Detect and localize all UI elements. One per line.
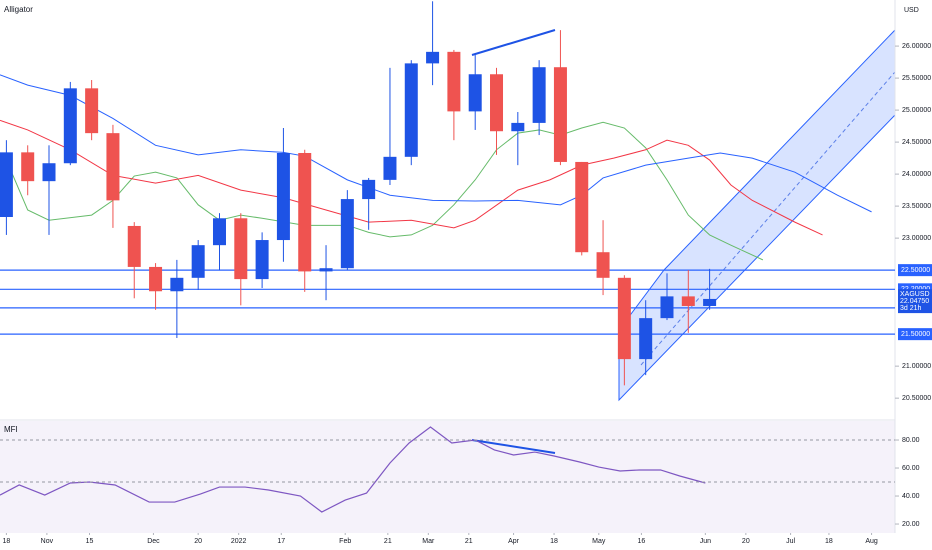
x-tick-label: Aug [865,538,878,545]
candle-body [106,133,120,201]
x-tick-label: 18 [550,538,558,545]
x-tick-label: Apr [508,538,520,545]
level-label: 21.50000 [901,331,930,338]
candle-body [63,88,77,164]
x-tick-label: 17 [277,538,285,545]
candle-body [596,252,610,278]
y-tick-label: 80.00 [902,437,920,444]
candle-body [21,152,35,182]
y-tick-label: 60.00 [902,465,920,472]
level-label: 22.50000 [901,267,930,274]
candle-body [447,51,461,112]
alligator-line [0,119,823,236]
currency-label: USD [904,7,919,14]
x-tick-label: 16 [638,538,646,545]
x-tick-label: Jun [700,538,711,545]
x-tick-label: 20 [194,538,202,545]
mfi-background [0,421,895,533]
y-tick-label: 25.00000 [902,107,931,114]
x-tick-label: Feb [339,538,351,545]
mfi-line [0,426,706,513]
trend-line [471,439,556,454]
candle-body [127,225,141,267]
candle-body [553,67,567,162]
candle-body [681,296,695,306]
y-tick-label: 21.00000 [902,363,931,370]
candle-body [660,296,674,319]
countdown-label: 3d 21h [900,305,922,312]
candle-body [340,199,354,269]
candle-body [85,88,99,134]
candle-body [212,218,226,246]
y-tick-label: 24.00000 [902,171,931,178]
mfi-title: MFI [4,425,18,434]
x-tick-label: 20 [742,538,750,545]
trend-line [471,29,556,56]
candle-body [383,156,397,180]
candle-body [234,218,248,280]
candle-body [319,268,333,272]
y-tick-label: 23.50000 [902,203,931,210]
candle-body [149,266,163,292]
x-tick-label: 21 [384,538,392,545]
candle-body [468,74,482,112]
y-tick-label: 20.50000 [902,395,931,402]
last-price-box [898,289,932,314]
last-price-label: 22.04750 [900,298,929,305]
candle-body [532,67,546,123]
x-tick-label: Dec [147,538,160,545]
x-tick-label: Nov [41,538,54,545]
candle-body [0,152,13,218]
candle-body [170,277,184,292]
candle-body [255,240,269,280]
candle-body [191,245,205,278]
y-tick-label: 20.00 [902,521,920,528]
x-tick-label: 2022 [231,538,247,545]
level-label-box [898,264,932,277]
candle-body [362,179,376,200]
x-tick-label: Mar [422,538,435,545]
x-tick-label: 15 [86,538,94,545]
candle-body [639,318,653,360]
level-label-box [898,328,932,341]
x-tick-label: 18 [825,538,833,545]
alligator-line [5,121,764,261]
candle-body [617,277,631,360]
x-tick-label: May [592,538,606,545]
x-tick-label: 18 [2,538,10,545]
candle-body [426,51,440,64]
candle-body [490,74,504,132]
y-tick-label: 25.50000 [902,75,931,82]
alligator-line [0,74,872,213]
candle-body [276,152,290,241]
candle-body [703,298,717,306]
x-tick-label: 21 [465,538,473,545]
y-tick-label: 26.00000 [902,43,931,50]
y-tick-label: 23.00000 [902,235,931,242]
x-tick-label: Jul [786,538,795,545]
y-tick-label: 40.00 [902,493,920,500]
indicator-title: Alligator [4,5,33,14]
candle-body [404,63,418,157]
candle-body [298,152,312,272]
candle-body [511,122,525,132]
symbol-label: XAGUSD [900,291,930,298]
candle-body [575,161,589,253]
y-tick-label: 24.50000 [902,139,931,146]
candle-body [42,163,56,182]
channel-midline [640,71,896,366]
